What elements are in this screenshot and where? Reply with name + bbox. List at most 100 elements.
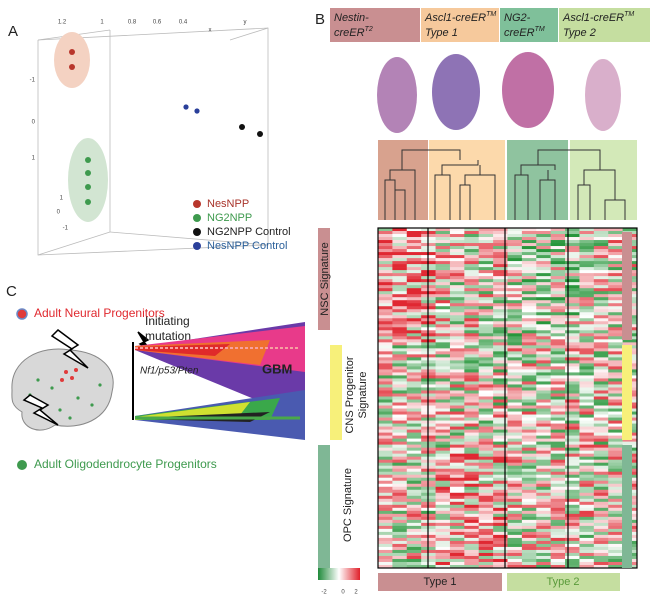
heatmap-cell — [449, 270, 465, 274]
dendro-band — [570, 140, 637, 220]
heatmap-cell — [579, 336, 595, 340]
heatmap-cell — [593, 420, 609, 424]
heatmap-cell — [608, 480, 623, 485]
heatmap-cell — [536, 456, 551, 460]
heatmap-cell — [406, 510, 422, 515]
heatmap-cell — [622, 342, 638, 346]
heatmap-cell — [593, 477, 609, 482]
heatmap-cell — [378, 453, 393, 457]
heatmap-cell — [579, 459, 595, 463]
heatmap-cell — [608, 348, 623, 352]
heatmap-cell — [435, 444, 451, 448]
heatmap-cell — [521, 336, 537, 340]
heatmap-cell — [608, 264, 623, 268]
heatmap-cell — [507, 402, 523, 406]
heatmap-cell — [579, 312, 595, 316]
heatmap-cell — [593, 537, 609, 542]
heatmap-cell — [608, 510, 623, 515]
heatmap-cell — [593, 390, 609, 394]
heatmap-cell — [550, 369, 566, 373]
heatmap-cell — [550, 354, 566, 358]
header-label: NG2- — [504, 12, 531, 24]
heatmap-cell — [536, 471, 551, 476]
heatmap-cell — [478, 390, 494, 394]
heatmap-cell — [392, 288, 408, 292]
heatmap-cell — [536, 522, 551, 527]
heatmap-cell — [565, 321, 580, 325]
heatmap-cell — [493, 318, 508, 322]
heatmap-cell — [536, 426, 551, 430]
heatmap-cell — [493, 276, 508, 280]
heatmap-cell — [608, 303, 623, 307]
heatmap-cell — [521, 561, 537, 566]
heatmap-cell — [550, 237, 566, 241]
heatmap-cell — [550, 351, 566, 355]
heatmap-cell — [478, 417, 494, 421]
heatmap-cell — [579, 480, 595, 485]
heatmap-cell — [464, 411, 480, 415]
heatmap-cell — [378, 267, 393, 271]
heatmap-cell — [608, 537, 623, 542]
heatmap-cell — [608, 288, 623, 292]
heatmap-cell — [449, 549, 465, 554]
heatmap-cell — [493, 231, 508, 235]
heatmap-cell — [478, 450, 494, 454]
heatmap-cell — [406, 534, 422, 539]
heatmap-cell — [593, 438, 609, 442]
heatmap-cell — [435, 279, 451, 283]
heatmap-cell — [536, 444, 551, 448]
heatmap-cell — [565, 273, 580, 277]
heatmap-cell — [521, 363, 537, 367]
heatmap-cell — [378, 414, 393, 418]
heatmap-cell — [392, 471, 408, 476]
heatmap-cell — [464, 459, 480, 463]
signature-label: OPC Signature — [342, 468, 354, 542]
heatmap-cell — [435, 261, 451, 265]
heatmap-cell — [478, 249, 494, 253]
heatmap-cell — [378, 351, 393, 355]
heatmap-cell — [593, 318, 609, 322]
heatmap-cell — [449, 471, 465, 476]
heatmap-cell — [378, 255, 393, 259]
heatmap-cell — [550, 447, 566, 451]
heatmap-cell — [579, 483, 595, 488]
heatmap-cell — [449, 249, 465, 253]
heatmap-cell — [392, 486, 408, 491]
heatmap-cell — [449, 324, 465, 328]
axis-tick-label: 1 — [60, 196, 64, 202]
heatmap-cell — [493, 378, 508, 382]
heatmap-cell — [550, 327, 566, 331]
heatmap-cell — [406, 465, 422, 470]
header-sup: TM — [535, 26, 545, 33]
heatmap-cell — [392, 228, 408, 232]
heatmap-cell — [392, 384, 408, 388]
heatmap-cell — [392, 555, 408, 560]
heatmap-cell — [478, 555, 494, 560]
heatmap-cell — [392, 441, 408, 445]
heatmap-cell — [593, 246, 609, 250]
heatmap-cell — [521, 474, 537, 479]
header-label: Type 1 — [425, 27, 458, 39]
heatmap-cell — [565, 468, 580, 473]
heatmap-cell — [406, 249, 422, 253]
heatmap-cell — [435, 288, 451, 292]
heatmap-cell — [608, 501, 623, 506]
heatmap-cell — [536, 354, 551, 358]
heatmap-cell — [521, 318, 537, 322]
header-text: Nestin- — [334, 12, 369, 24]
heatmap-cell — [493, 267, 508, 271]
heatmap-cell — [378, 501, 393, 506]
heatmap-cell — [593, 354, 609, 358]
heatmap-cell — [507, 441, 523, 445]
heatmap-cell — [392, 246, 408, 250]
heatmap-cell — [435, 498, 451, 503]
heatmap-cell — [392, 357, 408, 361]
heatmap-cell — [378, 315, 393, 319]
heatmap-cell — [478, 252, 494, 256]
heatmap-cell — [565, 537, 580, 542]
heatmap-cell — [435, 510, 451, 515]
heatmap-cell — [449, 414, 465, 418]
heatmap-cell — [378, 258, 393, 262]
heatmap-cell — [493, 564, 508, 569]
heatmap-cell — [507, 492, 523, 497]
